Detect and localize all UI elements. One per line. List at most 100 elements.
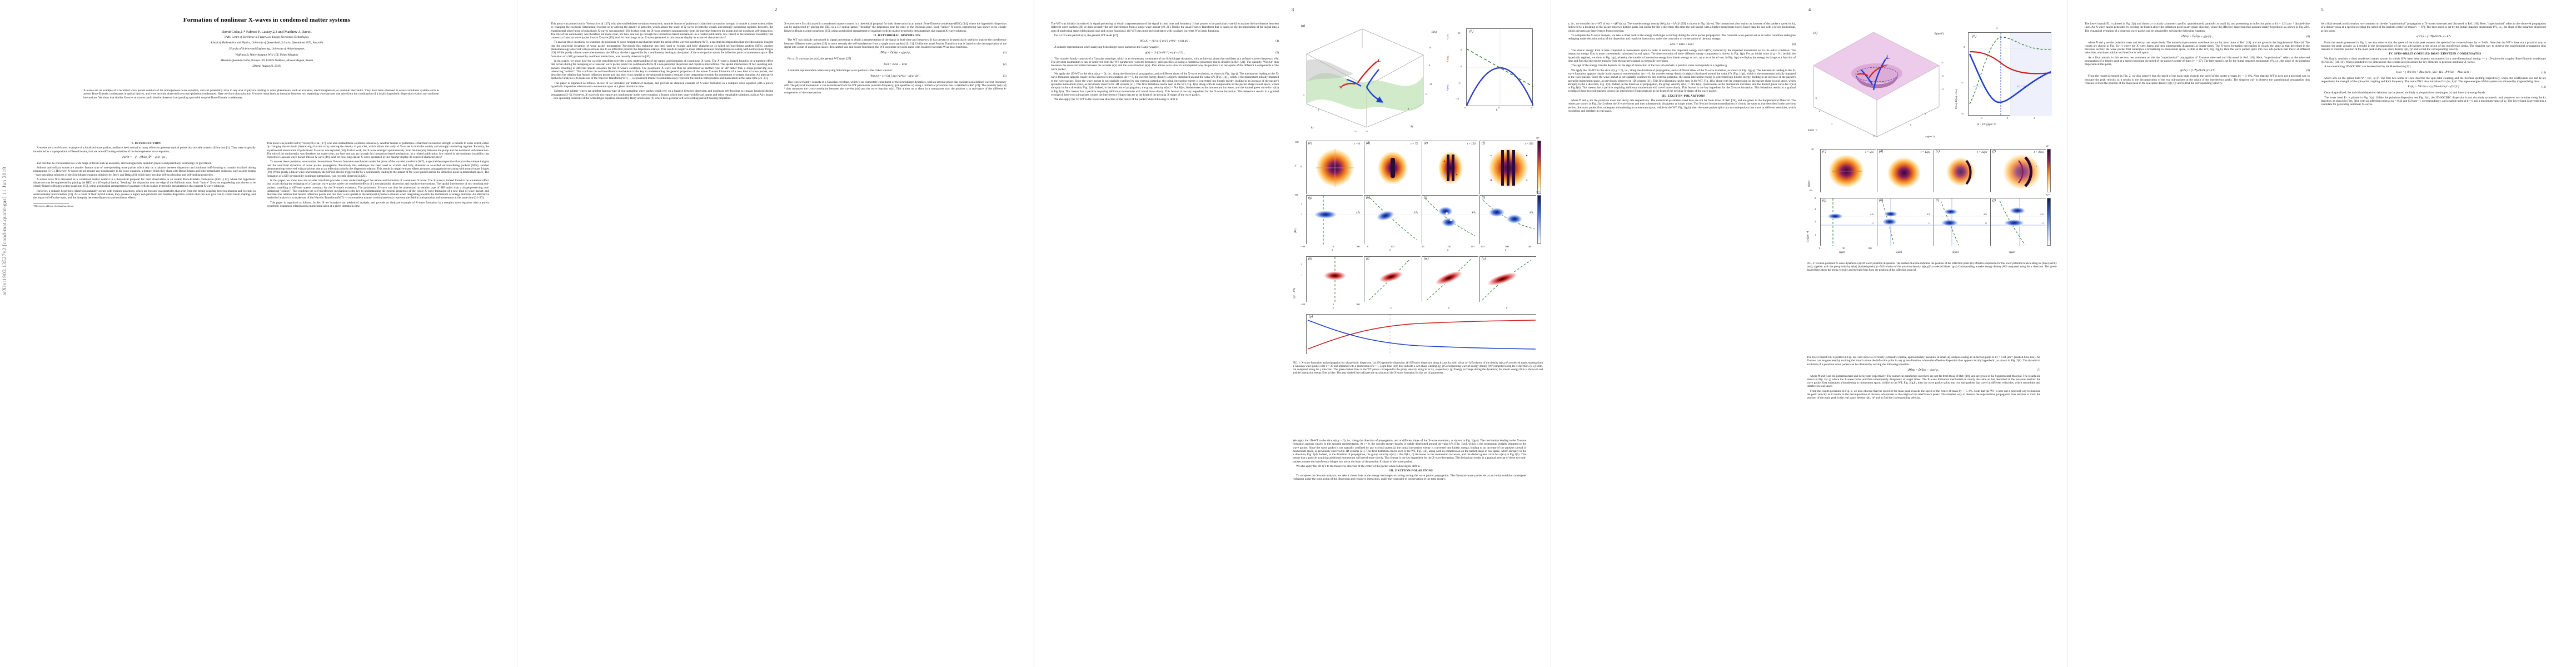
fig1-panel-g-marker: k⁰x (1356, 211, 1360, 215)
fig1-panel-b-svg (1466, 29, 1534, 107)
eq-number-1: (1) (1003, 51, 1007, 55)
fig2-inflection-ring (1855, 67, 1899, 82)
fig2-a-xtick-2: 3 (1924, 112, 1926, 115)
fig1-row2-xaxis-f: x (1505, 248, 1507, 252)
fig1-panel-f-label: (f) (1482, 141, 1485, 145)
fig2-panel-j-kt: kI (2041, 222, 2044, 225)
affiliation-3: 3Russian Quantum Center, Novaya 100, 143… (220, 59, 313, 63)
fig2-b-xtick-0: -3 (1980, 117, 1982, 120)
fig1-panel-a-zaxis: E(k) (1431, 31, 1437, 34)
fig2-panel-i-kt: kI (1985, 222, 1987, 225)
fig2-panel-g-kt: kI (1871, 222, 1874, 225)
fig1-row3-xtick-0: -100 (1301, 303, 1306, 306)
equation-epm: E±(k) = ℏ²k²/2m ± √( (ℏ²kso kx/m)² + (Ω/… (2408, 86, 2547, 89)
fig2-panel-e: (e) t = 22ps (1934, 149, 1990, 193)
fig2-row2-xtick-2: 100 (1868, 247, 1872, 250)
fig1-row1-xtick-f2: 400 (1528, 245, 1532, 248)
fig1-panel-e-label: (e) (1424, 141, 1428, 145)
fig1-panel-k-label: (k) (1308, 257, 1312, 261)
para-p2-1: This point was pointed out by Voronych e… (551, 22, 773, 40)
fig2-panel-c-label: (c) (1822, 150, 1826, 153)
fig2-a-ztick-0: -1 (1941, 61, 1944, 64)
fig1-b-ylabel-green: v(kx) (1446, 34, 1449, 39)
fig1-wavelet-colorbar-label: |W|² (1536, 191, 1540, 193)
fig2-panel-d: (d) t = 12ps (1877, 149, 1933, 193)
page-5: 5 The lower branch EL is plotted in Fig.… (2067, 0, 2576, 667)
eq-number-8: (8) (2306, 34, 2310, 38)
fig1-row1-ytick-0: 100 (1295, 141, 1299, 143)
section-spinorbit: IV. SPIN-ORBIT COUPLED BOSE-EINSTEIN CON… (2389, 52, 2482, 56)
eq-number-3: (3) (1003, 74, 1007, 78)
fig1-panel-o-label: (o) (1482, 257, 1486, 261)
fig2-row1-ytick-0: 30 (1811, 148, 1814, 151)
page-1: arXiv:1903.13527v2 [cond-mat.quant-gas] … (0, 0, 517, 667)
fig1-a-ytick-2: -5 (1366, 130, 1368, 133)
fig2-dip-well (1856, 73, 1898, 88)
fig1-panel-f: (f) t = 300 (1479, 141, 1537, 195)
fig1-panel-p-label: (p) (1309, 315, 1313, 318)
abstract-text: X-waves are an example of a localized wa… (83, 89, 439, 99)
fig1-panel-j-marker: k⁰x (1529, 211, 1533, 215)
para-p5-5: As a final remark in this section, we co… (2321, 22, 2546, 33)
para-p3-4: This wavelet family consists of a Gaussi… (1051, 57, 1279, 71)
equation-gp: iℏ∂tψ = D̂(k̂)ψ + g|ψ|²ψ , (7) (1907, 368, 2040, 372)
fig2-panel-i-label: (i) (1936, 198, 1939, 202)
fig2-a-xtick-0: -3 (1872, 135, 1875, 137)
para-p5-8: A non-interacting 2D-SOCBEC can be descr… (2324, 65, 2410, 69)
fig1-a-xtick-2: -5 (1354, 130, 1357, 133)
fig2-panel-f-label: (f) (1992, 150, 1996, 153)
fig1-row3-xaxis-k: y (1333, 306, 1334, 310)
fig1-panel-g: (g) k⁰x (1306, 195, 1363, 245)
page1-column-right: This point was pointed out by Voronych e… (267, 142, 489, 631)
fig2-row2-xaxis-h: x(μm) (1896, 251, 1902, 254)
affiliation-2: 2Faculty of Science and Engineering, Uni… (228, 47, 305, 51)
fig1-panel-b-label: (b) (1469, 29, 1474, 33)
para-8: In this paper, we show how the wavelet t… (267, 178, 489, 200)
fig1-panel-c: (c) t = 0 (1306, 141, 1363, 195)
para-p3-3: A suitable representation when analysing… (1054, 45, 1159, 49)
fig2-row2-ytick-0: 8 (1815, 197, 1816, 200)
fig2-row2-xaxis-g: x(μm) (1839, 251, 1846, 254)
fig1-panel-k: (k) (1306, 256, 1363, 302)
page-number-5: 5 (2321, 7, 2324, 12)
equation-hsoc: Hsoc = [ ℏ²k²/2m + ℏkso kx/m , Ω/2 ; Ω/2… (2396, 71, 2547, 74)
fig1-b-ylabel-red: E(ky) , (1446, 54, 1449, 62)
fig1-wavelet-colorbar (1537, 195, 1541, 244)
fig1-a-xtick-0: 5 (1303, 94, 1305, 97)
para-5: However, a suitably hyperbolic dispersio… (33, 189, 256, 200)
fig2-row2-yaxis: |kx|(μm⁻¹) (1807, 231, 1810, 242)
fig1-panel-f-time: t = 300 (1524, 142, 1533, 146)
fig2-b-ann-left: m2 > 0 (1974, 86, 1981, 88)
fig1-panel-e-time: t = 150 (1467, 142, 1476, 146)
fig2-caption: FIG. 2: Exciton-polariton X-wave dynamic… (1807, 262, 2057, 272)
fig1-panel-b: (b) k 10 5 0 -5 -10 -5 0 5 E(kx) , E(ky)… (1446, 25, 1537, 122)
section-exciton-2: III. EXCITON-POLARITONS (1661, 94, 1706, 98)
para-7: To answer these questions, we examine th… (267, 160, 489, 178)
fig1-panel-i: (i) k⁰x (1422, 195, 1479, 245)
fig1-b-ylabel-blue: E(kx) , (1446, 83, 1449, 91)
equation-4: W(x,k) = (1/√a) ∫ ψ(x′) g*((x′−x)/a) dx′… (870, 74, 1007, 78)
fig1-panel-g-label: (g) (1308, 196, 1313, 200)
para-6: This point was pointed out by Voronych e… (267, 142, 489, 160)
fig2-b-blue-curve (1969, 53, 2051, 103)
fig1-b-xtick-0: -5 (1464, 106, 1466, 109)
figure-1: (a) E(k) kx ky 10 0 -10 5 0 -5 5 0 -5 (1293, 14, 1543, 375)
fig1-panel-i-marker: k⁰x (1472, 211, 1476, 215)
para-p3-1: The WT was initially introduced in signa… (1051, 22, 1279, 33)
eq-number-10: (10) (2541, 71, 2547, 74)
fig1-row1-yaxis: y (1295, 164, 1297, 167)
fig1-panel-p: (p) (1306, 314, 1537, 355)
equation-3: Etot = Ekin + Eint (2) (883, 63, 1007, 67)
fig2-panel-h: (h) k⁰x kI (1877, 198, 1933, 246)
fig2-caption-text: Exciton-polariton X-wave dynamics. (a) 2… (1807, 262, 2057, 272)
para-2: and can thus be encountered in a wide ra… (37, 161, 212, 165)
fig2-panel-a-yaxis: ky(μm⁻¹) (1808, 128, 1817, 131)
para-p3-2: For a 1D wave packet ψ(x), the general W… (1054, 33, 1118, 37)
fig2-panel-g-label: (g) (1822, 198, 1827, 202)
para-p5-7: We finally consider a third condensed ma… (2321, 57, 2546, 64)
fig1-panel-h-marker: k⁰x (1414, 211, 1418, 215)
fig1-b-xtick-2: 5 (1531, 106, 1532, 109)
author-list: David Colas,1,* Fabrice P. Laussy,2,3 an… (221, 29, 312, 34)
fig2-a-ytick-0: -3 (1815, 97, 1817, 99)
fig1-row2-ytick-1: 1 (1301, 213, 1303, 216)
